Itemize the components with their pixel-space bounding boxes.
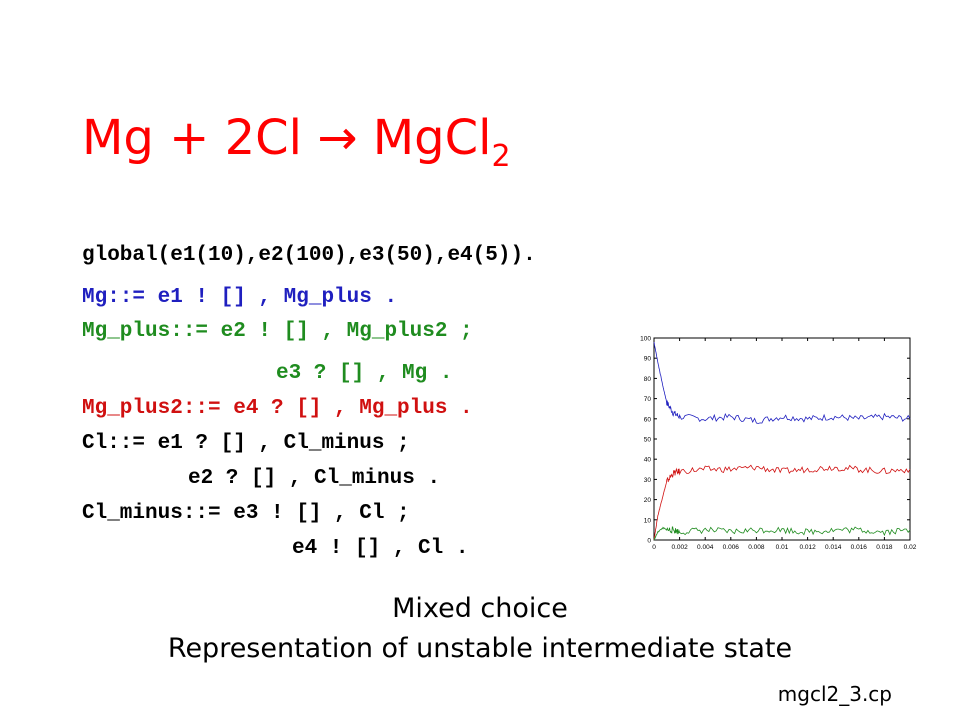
title-subscript: 2 bbox=[491, 139, 511, 174]
x-tick-label: 0.01 bbox=[776, 544, 789, 551]
y-tick-label: 90 bbox=[644, 356, 652, 363]
code-line-6: Cl::= e1 ? [] , Cl_minus ; bbox=[82, 432, 410, 455]
x-tick-label: 0.004 bbox=[697, 544, 714, 551]
x-tick-label: 0.016 bbox=[851, 544, 868, 551]
caption-unstable-state: Representation of unstable intermediate … bbox=[167, 633, 793, 664]
y-tick-label: 70 bbox=[644, 396, 652, 403]
y-tick-label: 100 bbox=[640, 336, 651, 343]
x-tick-label: 0.008 bbox=[748, 544, 765, 551]
filename-label: mgcl2_3.cp bbox=[777, 682, 892, 706]
y-tick-label: 0 bbox=[647, 538, 651, 545]
code-line-8: Cl_minus::= e3 ! [] , Cl ; bbox=[82, 502, 410, 525]
code-line-2: Mg::= e1 ! [] , Mg_plus . bbox=[82, 286, 398, 309]
y-tick-label: 20 bbox=[644, 497, 652, 504]
y-tick-label: 80 bbox=[644, 376, 652, 383]
x-tick-label: 0.002 bbox=[671, 544, 688, 551]
y-tick-label: 60 bbox=[644, 416, 652, 423]
x-tick-label: 0.006 bbox=[723, 544, 740, 551]
slide-title: Mg + 2Cl → MgCl2 bbox=[82, 108, 511, 187]
y-tick-label: 30 bbox=[644, 477, 652, 484]
x-tick-label: 0.018 bbox=[876, 544, 893, 551]
code-line-9: e4 ! [] , Cl . bbox=[292, 537, 469, 560]
series-line-green bbox=[653, 526, 911, 541]
concentration-chart: 0 10 20 30 40 50 60 70 80 90 100 0 0.002 0.004 0.006 0… bbox=[640, 336, 917, 552]
code-line-1: global(e1(10),e2(100),e3(50),e4(5)). bbox=[82, 244, 536, 267]
code-line-7: e2 ? [] , Cl_minus . bbox=[188, 467, 441, 490]
plot-frame bbox=[653, 337, 911, 541]
x-tick-label: 0 bbox=[652, 544, 656, 551]
x-tick-label: 0.02 bbox=[904, 544, 917, 551]
y-tick-label: 50 bbox=[644, 437, 652, 444]
caption-mixed-choice: Mixed choice bbox=[392, 593, 568, 624]
y-tick-label: 10 bbox=[644, 517, 652, 524]
x-tick-label: 0.014 bbox=[825, 544, 842, 551]
x-tick-label: 0.012 bbox=[799, 544, 816, 551]
code-line-3: Mg_plus::= e2 ! [] , Mg_plus2 ; bbox=[82, 320, 473, 343]
series-line-red bbox=[653, 464, 911, 541]
title-text: Mg + 2Cl → MgCl bbox=[82, 110, 492, 166]
code-line-5: Mg_plus2::= e4 ? [] , Mg_plus . bbox=[82, 397, 473, 420]
series-line-blue bbox=[653, 341, 911, 424]
y-tick-label: 40 bbox=[644, 457, 652, 464]
code-line-4: e3 ? [] , Mg . bbox=[276, 362, 453, 385]
